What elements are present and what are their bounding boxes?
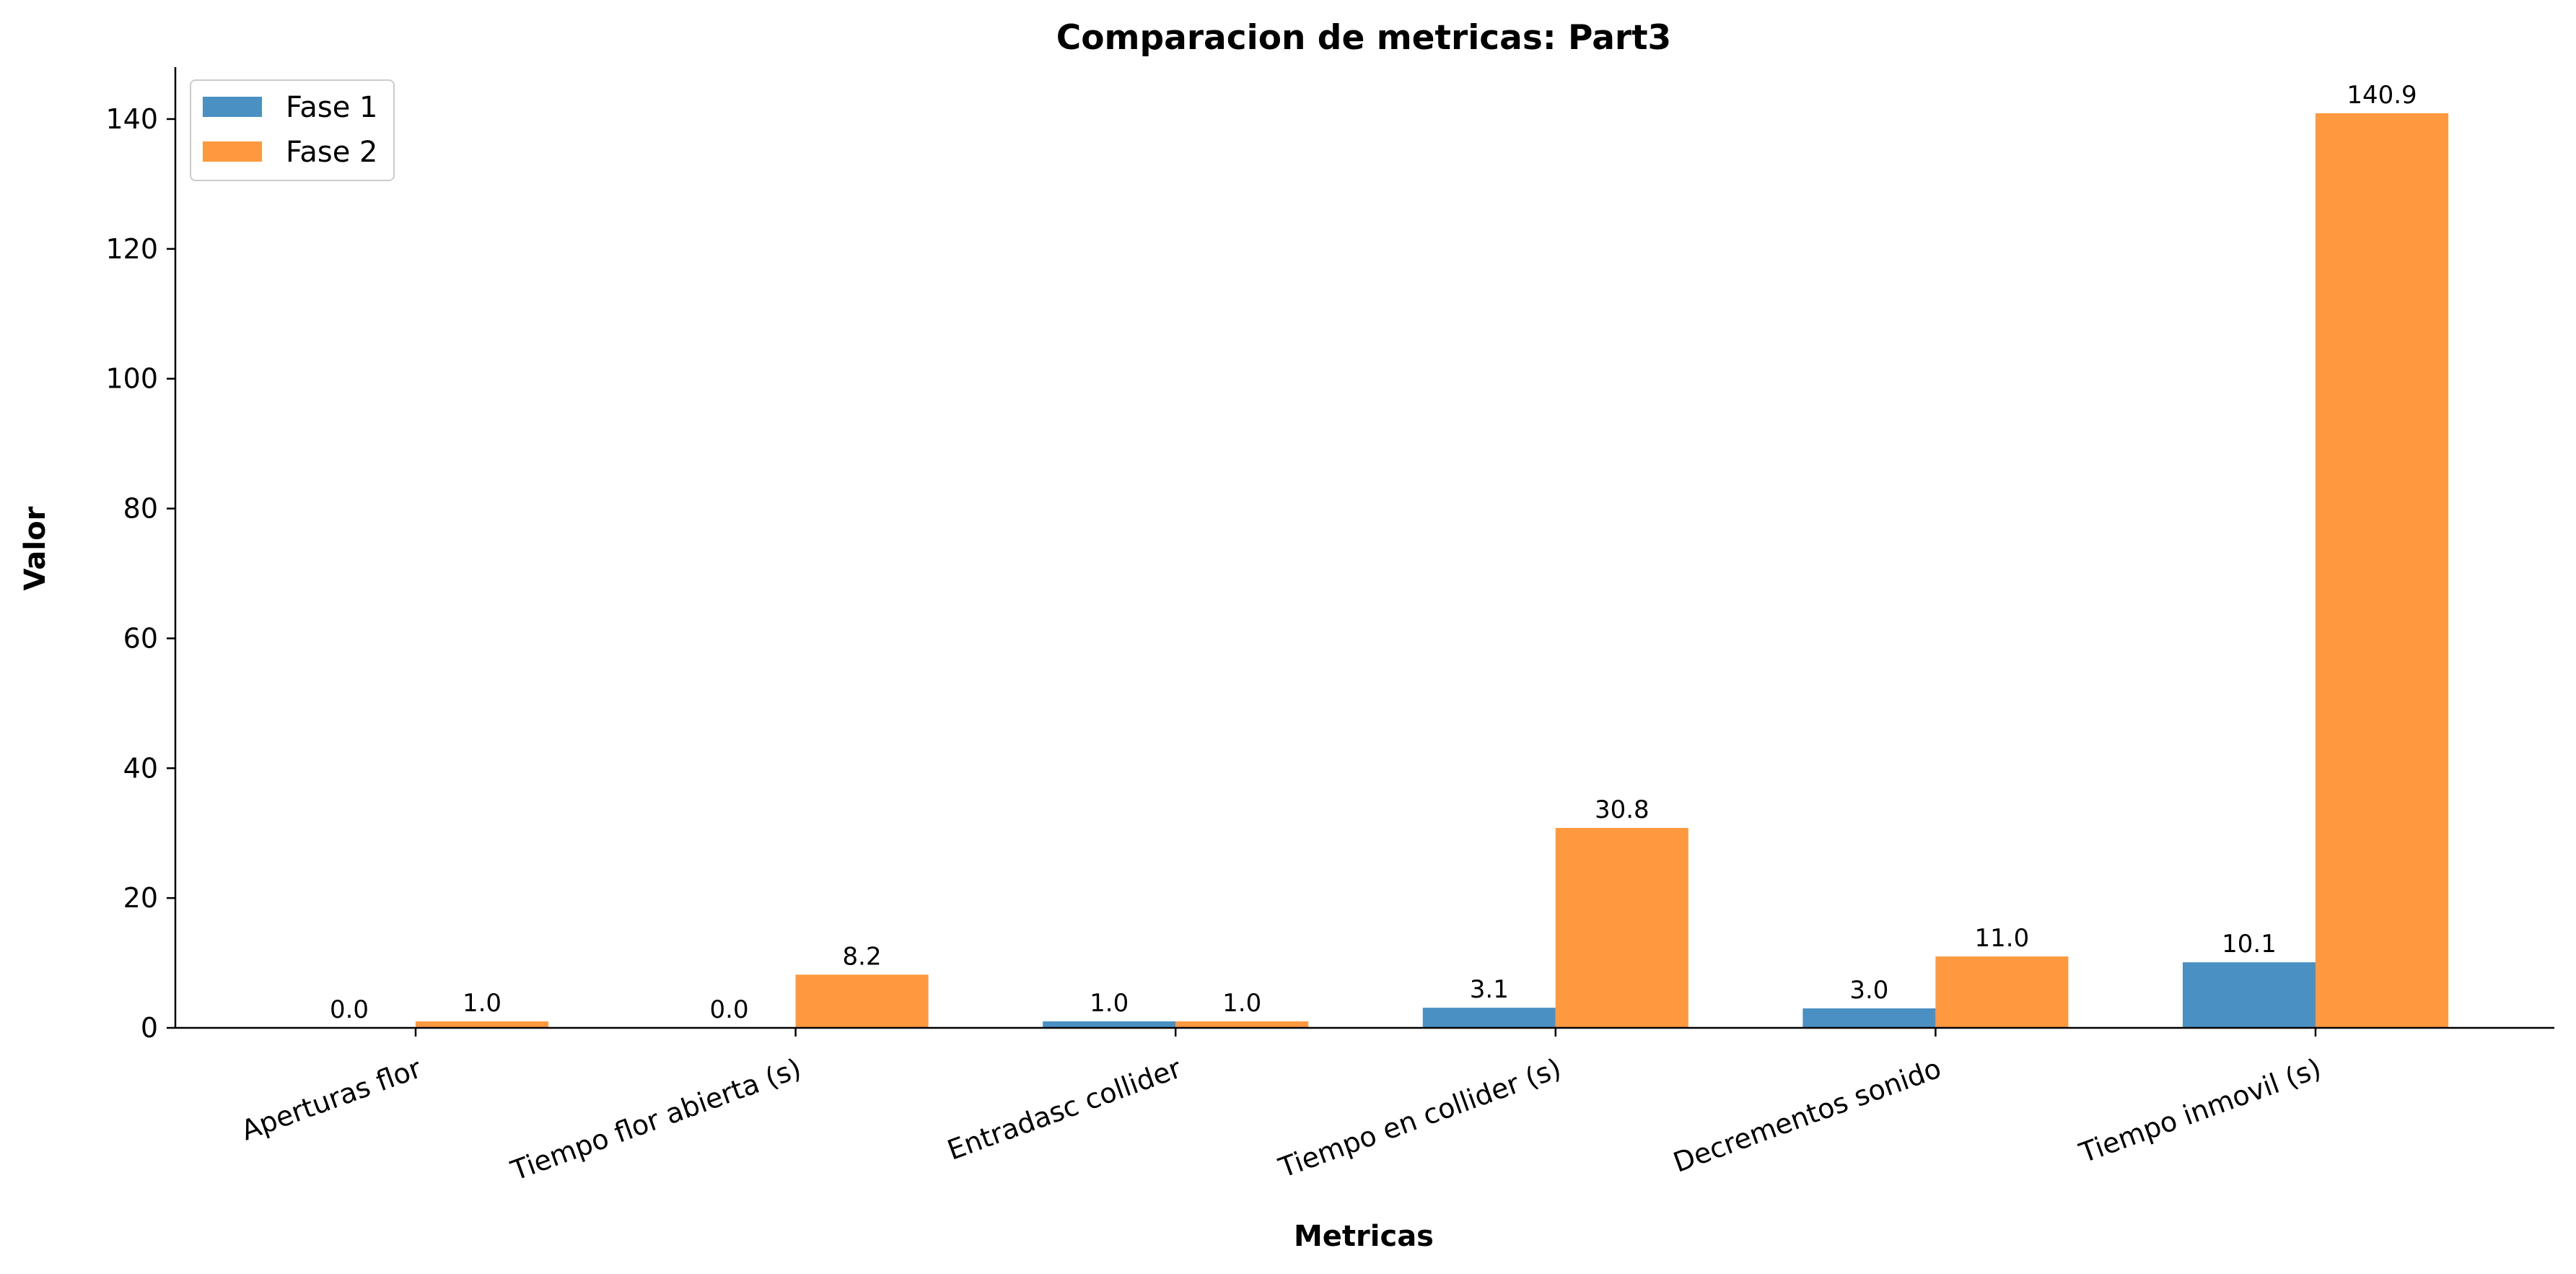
bar-fase-2-entradasc-collider bbox=[1175, 1021, 1309, 1028]
legend-label-fase-1: Fase 1 bbox=[286, 91, 377, 124]
data-label-fase-1-decrementos-sonido: 3.0 bbox=[1849, 976, 1888, 1005]
legend-swatch-fase-1 bbox=[203, 97, 262, 117]
legend-swatch-fase-2 bbox=[203, 141, 262, 162]
bar-fase-2-tiempo-flor-abierta-s bbox=[795, 974, 929, 1028]
bar-fase-2-decrementos-sonido bbox=[1935, 956, 2069, 1028]
data-labels-layer: 0.0 0.0 1.0 3.1 3.0 10.1 1.0 8.2 1.0 30.8 11.0 140.… bbox=[330, 81, 2417, 1024]
y-tick-label: 120 bbox=[105, 233, 158, 265]
x-axis-title: Metricas bbox=[1294, 1220, 1434, 1253]
data-label-fase-2-aperturas-flor: 1.0 bbox=[463, 989, 501, 1018]
y-axis-title: Valor bbox=[19, 506, 52, 590]
x-tick-label-aperturas-flor: Aperturas flor bbox=[237, 1052, 426, 1147]
x-tick-label-tiempo-inmovil-s: Tiempo inmovil (s) bbox=[2075, 1052, 2325, 1169]
bar-fase-1-tiempo-inmovil-s bbox=[2183, 962, 2316, 1028]
y-tick-label: 40 bbox=[123, 752, 158, 784]
legend-label-fase-2: Fase 2 bbox=[286, 136, 377, 169]
bars-layer bbox=[416, 113, 2448, 1028]
x-tick-label-entradasc-collider: Entradasc collider bbox=[943, 1052, 1186, 1166]
y-tick-label: 140 bbox=[105, 103, 158, 135]
y-tick-label: 0 bbox=[141, 1012, 158, 1044]
data-label-fase-1-tiempo-en-collider-s: 3.1 bbox=[1470, 975, 1509, 1004]
data-label-fase-2-tiempo-flor-abierta-s: 8.2 bbox=[843, 942, 882, 971]
data-label-fase-1-tiempo-flor-abierta-s: 0.0 bbox=[710, 995, 749, 1024]
data-label-fase-1-tiempo-inmovil-s: 10.1 bbox=[2222, 930, 2277, 959]
x-tick-label-tiempo-flor-abierta-s: Tiempo flor abierta (s) bbox=[507, 1052, 805, 1187]
bar-fase-2-tiempo-inmovil-s bbox=[2316, 113, 2448, 1028]
y-tick-label: 100 bbox=[105, 363, 158, 395]
bar-fase-1-tiempo-en-collider-s bbox=[1422, 1008, 1556, 1028]
x-tick-label-tiempo-en-collider-s: Tiempo en collider (s) bbox=[1274, 1052, 1566, 1184]
data-label-fase-2-tiempo-inmovil-s: 140.9 bbox=[2347, 81, 2417, 110]
data-label-fase-2-entradasc-collider: 1.0 bbox=[1222, 989, 1261, 1018]
y-tick-label: 20 bbox=[123, 882, 158, 914]
y-tick-label: 60 bbox=[123, 622, 158, 654]
legend: Fase 1 Fase 2 bbox=[190, 79, 395, 181]
x-tick-label-decrementos-sonido: Decrementos sonido bbox=[1669, 1052, 1945, 1179]
bar-fase-1-decrementos-sonido bbox=[1802, 1008, 1936, 1028]
data-label-fase-2-decrementos-sonido: 11.0 bbox=[1975, 924, 2030, 953]
bar-fase-1-entradasc-collider bbox=[1043, 1021, 1176, 1028]
data-label-fase-1-entradasc-collider: 1.0 bbox=[1090, 989, 1129, 1018]
chart-title: Comparacion de metricas: Part3 bbox=[1056, 18, 1672, 58]
y-tick-label: 80 bbox=[123, 493, 158, 525]
bar-fase-2-tiempo-en-collider-s bbox=[1555, 828, 1688, 1028]
data-label-fase-1-aperturas-flor: 0.0 bbox=[330, 995, 369, 1024]
data-label-fase-2-tiempo-en-collider-s: 30.8 bbox=[1595, 795, 1650, 824]
bar-fase-2-aperturas-flor bbox=[416, 1021, 548, 1028]
